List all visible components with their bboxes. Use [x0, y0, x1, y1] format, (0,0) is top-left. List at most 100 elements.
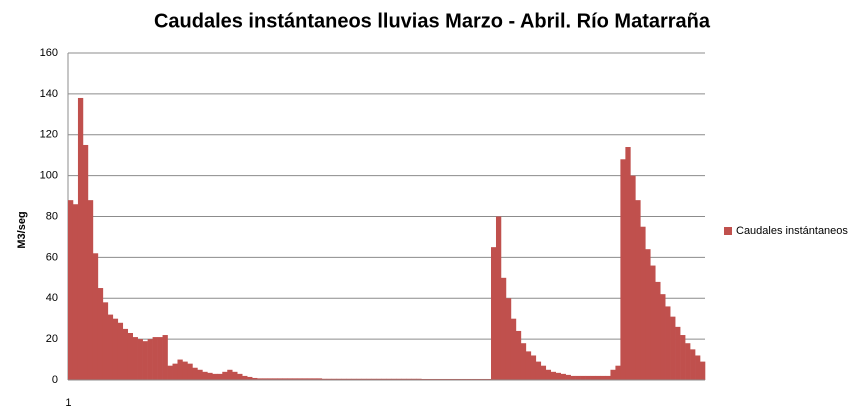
bar	[68, 200, 74, 380]
bar	[296, 378, 303, 380]
bar	[540, 365, 547, 380]
bar	[386, 378, 392, 380]
bar	[426, 378, 432, 380]
bar	[491, 247, 497, 380]
bar	[157, 337, 163, 380]
bar	[570, 375, 576, 380]
bar	[431, 378, 437, 380]
bar	[416, 378, 422, 380]
bar	[421, 378, 427, 380]
bar	[102, 302, 109, 380]
bar	[615, 365, 621, 380]
bar	[356, 378, 362, 380]
y-tick-label: 140	[40, 88, 58, 100]
bar	[262, 378, 268, 380]
bar	[77, 97, 84, 381]
bar	[675, 326, 681, 380]
bar	[515, 330, 522, 380]
bar	[147, 339, 153, 380]
bar	[172, 363, 178, 380]
bar	[366, 378, 372, 380]
bar	[122, 328, 129, 380]
bar	[311, 378, 318, 380]
bar	[685, 343, 691, 380]
bar	[242, 375, 248, 380]
legend-label: Caudales instántaneos	[736, 225, 848, 237]
bar	[550, 371, 557, 380]
bar	[520, 343, 527, 380]
bar	[456, 378, 462, 380]
bar	[117, 322, 124, 380]
bar	[132, 337, 138, 380]
y-tick-label: 0	[52, 374, 58, 386]
bar	[152, 337, 158, 380]
bar	[247, 376, 253, 380]
legend-swatch	[724, 227, 732, 235]
bar	[167, 365, 173, 380]
bar	[82, 144, 89, 380]
bar	[142, 341, 148, 380]
bar	[500, 277, 507, 380]
bar	[346, 378, 352, 380]
bar	[585, 375, 591, 380]
bar	[530, 355, 537, 380]
bar	[690, 349, 696, 380]
bar	[510, 318, 517, 380]
bar	[625, 147, 631, 380]
bar	[565, 374, 571, 380]
bar	[316, 378, 323, 380]
bar	[481, 378, 487, 380]
bar	[72, 204, 79, 380]
bar	[505, 298, 512, 380]
bar	[486, 378, 492, 380]
bar	[391, 378, 397, 380]
bar	[461, 378, 467, 380]
bar	[471, 378, 477, 380]
x-tick-label: 1	[65, 397, 71, 409]
bar	[406, 378, 412, 380]
bar	[192, 367, 198, 380]
bar	[112, 318, 119, 380]
bar	[361, 378, 367, 380]
bar	[222, 371, 228, 380]
bar	[291, 378, 298, 380]
bar	[306, 378, 313, 380]
bar	[476, 378, 482, 380]
bar	[207, 372, 213, 380]
bar	[446, 378, 452, 380]
bar	[217, 373, 223, 380]
bar	[411, 378, 417, 380]
y-tick-label: 80	[46, 210, 58, 222]
bar	[401, 378, 407, 380]
bar	[331, 378, 338, 380]
bar	[177, 359, 183, 380]
bar	[107, 314, 114, 380]
bar	[137, 339, 143, 380]
bar	[341, 378, 347, 380]
bar	[227, 369, 233, 380]
bar	[202, 371, 208, 380]
bar	[560, 373, 566, 380]
y-tick-label: 20	[46, 333, 58, 345]
bar	[286, 378, 293, 380]
bar	[650, 265, 656, 380]
bar	[371, 378, 377, 380]
y-tick-label: 60	[46, 251, 58, 263]
bar	[495, 216, 502, 380]
bar	[232, 371, 238, 380]
bar	[575, 375, 581, 380]
bar	[595, 375, 601, 380]
bar	[635, 200, 641, 380]
bar	[321, 378, 328, 380]
bar	[600, 375, 606, 380]
bar	[555, 372, 561, 380]
bar	[376, 378, 382, 380]
bar	[580, 375, 586, 380]
bar	[665, 306, 671, 380]
y-tick-label: 40	[46, 292, 58, 304]
y-tick-label: 100	[40, 170, 58, 182]
bar	[466, 378, 472, 380]
bar	[197, 369, 203, 380]
